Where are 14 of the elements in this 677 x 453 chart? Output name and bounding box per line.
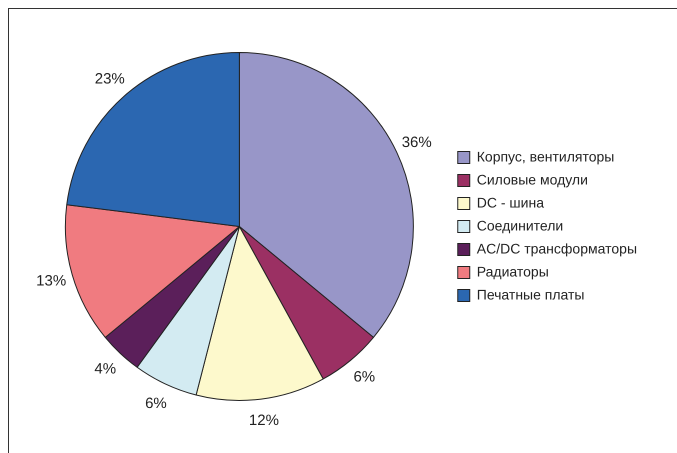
legend-label: Радиаторы bbox=[476, 263, 549, 280]
legend-label: AC/DC трансформаторы bbox=[476, 240, 637, 256]
data-label: 12% bbox=[248, 412, 279, 430]
legend-label: Печатные платы bbox=[476, 286, 584, 302]
data-label: 6% bbox=[353, 368, 376, 386]
legend-label: Соединители bbox=[476, 217, 564, 234]
data-label: 23% bbox=[94, 70, 125, 88]
data-label: 4% bbox=[94, 360, 116, 378]
legend-label: Корпус, вентиляторы bbox=[476, 148, 614, 164]
legend-label: Силовые модули bbox=[476, 171, 588, 188]
legend-label: DC - шина bbox=[476, 194, 544, 210]
data-label: 36% bbox=[402, 134, 432, 152]
data-label: 6% bbox=[145, 394, 167, 412]
data-label: 13% bbox=[36, 272, 66, 290]
